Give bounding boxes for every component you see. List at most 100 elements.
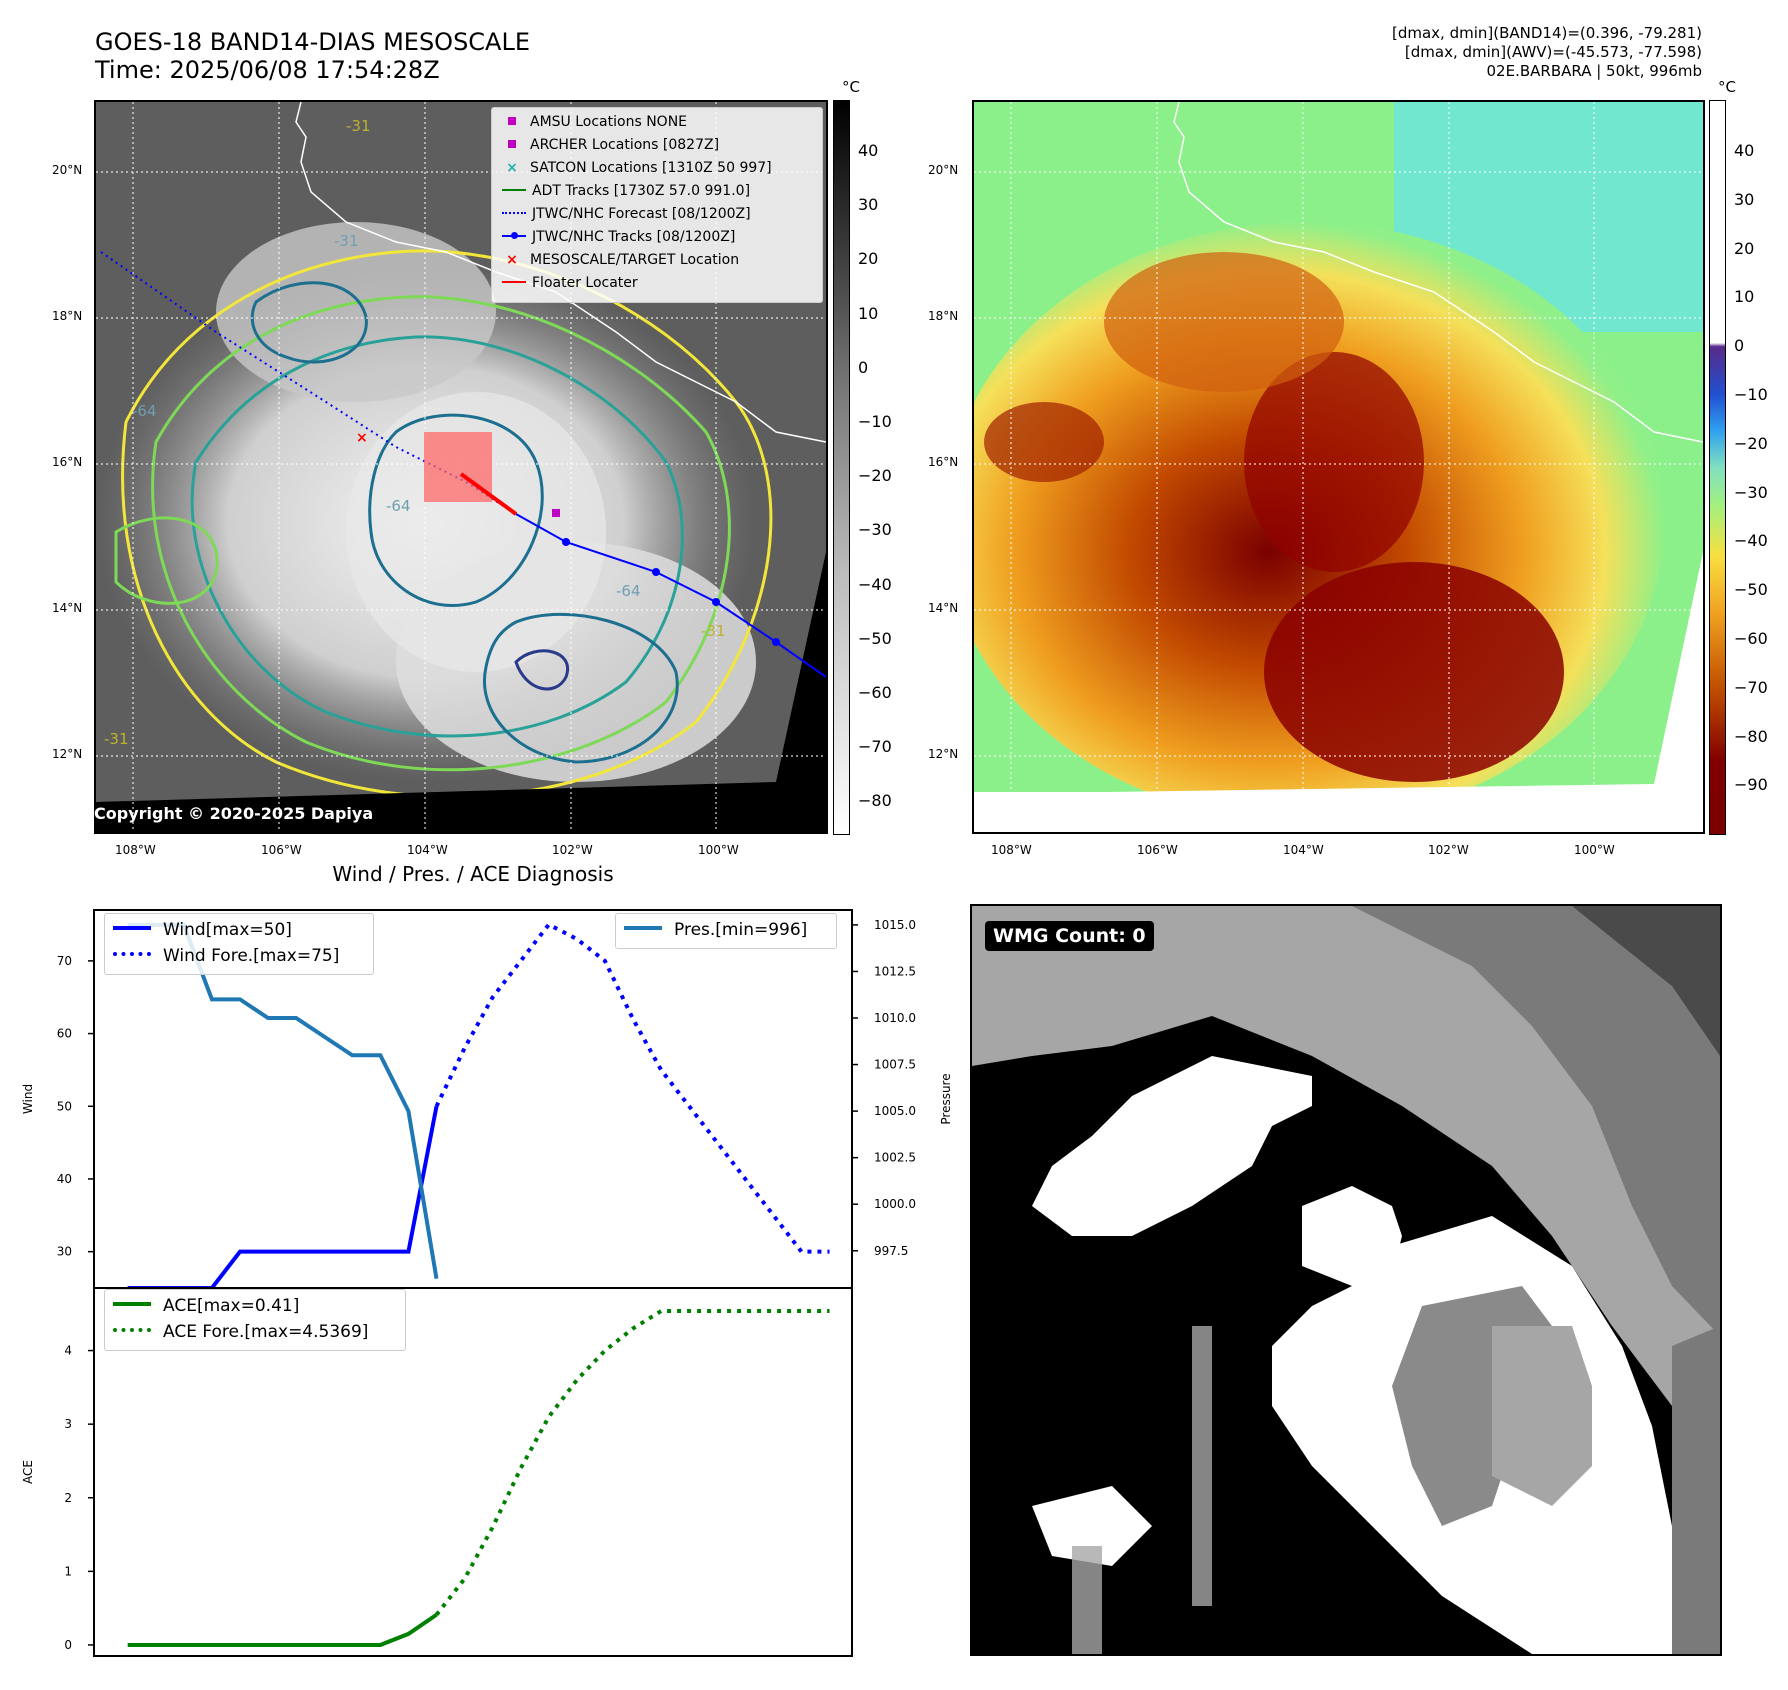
dotted-line-icon bbox=[113, 1328, 151, 1332]
lat-label: 12°N bbox=[928, 747, 959, 761]
contour-label: -31 bbox=[346, 117, 371, 135]
colorbar-tick-label: −20 bbox=[1734, 433, 1768, 453]
wmg-image bbox=[972, 906, 1720, 1654]
left-colorbar bbox=[833, 100, 850, 835]
series-line bbox=[434, 1309, 830, 1617]
lat-label: 14°N bbox=[928, 601, 959, 615]
title-line-1: GOES-18 BAND14-DIAS MESOSCALE bbox=[95, 28, 531, 56]
solid-line-icon bbox=[113, 926, 151, 930]
y2-axis-label: Pressure bbox=[939, 1073, 953, 1124]
series-line bbox=[127, 1105, 439, 1290]
lat-label: 12°N bbox=[52, 747, 83, 761]
lon-label: 104°W bbox=[407, 843, 448, 857]
left-map-panel: × -64 -31 -64 -31 -64 -31 -31 AMSU Locat… bbox=[94, 100, 828, 834]
colorbar-tick-label: 20 bbox=[1734, 238, 1755, 258]
y2-tick-label: 1002.5 bbox=[874, 1151, 916, 1165]
colorbar-tick-label: −30 bbox=[858, 520, 892, 540]
colorbar-tick-label: −60 bbox=[1734, 629, 1768, 648]
lat-label: 18°N bbox=[52, 309, 83, 323]
x-marker-icon: × bbox=[506, 252, 518, 268]
legend-item: ACE[max=0.41] bbox=[113, 1296, 299, 1316]
series-line bbox=[434, 921, 830, 1254]
y2-tick-label: 1012.5 bbox=[874, 964, 916, 978]
y2-tick-label: 1005.0 bbox=[874, 1104, 916, 1118]
colorbar-tick-label: −50 bbox=[1734, 580, 1768, 600]
storm-info: [dmax, dmin](BAND14)=(0.396, -79.281) [d… bbox=[1392, 24, 1702, 81]
lat-label: 20°N bbox=[928, 163, 959, 177]
right-colorbar bbox=[1709, 100, 1726, 835]
y-tick-label: 1 bbox=[64, 1564, 72, 1578]
colorbar-tick-label: −80 bbox=[858, 791, 892, 811]
lon-label: 100°W bbox=[1574, 843, 1615, 857]
x-marker-icon: × bbox=[506, 160, 518, 176]
lon-label: 106°W bbox=[261, 843, 302, 857]
lon-label: 100°W bbox=[698, 843, 739, 857]
info-line-2: [dmax, dmin](AWV)=(-45.573, -77.598) bbox=[1404, 43, 1702, 61]
y-tick-label: 3 bbox=[64, 1417, 72, 1431]
y-tick-label: 70 bbox=[57, 954, 72, 968]
lat-label: 16°N bbox=[52, 455, 83, 469]
info-line-3: 02E.BARBARA | 50kt, 996mb bbox=[1486, 62, 1702, 80]
lon-label: 108°W bbox=[991, 843, 1032, 857]
colorbar-tick-label: 10 bbox=[858, 303, 879, 323]
colorbar-tick-label: −50 bbox=[858, 628, 892, 648]
colorbar-unit: °C bbox=[842, 78, 860, 96]
colorbar-tick-label: 10 bbox=[1734, 287, 1755, 307]
y-tick-label: 0 bbox=[64, 1638, 72, 1652]
y2-tick-label: 1010.0 bbox=[874, 1011, 916, 1025]
right-map-image bbox=[974, 102, 1703, 832]
square-marker-icon bbox=[508, 117, 516, 125]
y-tick-label: 50 bbox=[57, 1099, 72, 1113]
colorbar-tick-label: −30 bbox=[1734, 482, 1768, 502]
legend-item: ADT Tracks [1730Z 57.0 991.0] bbox=[502, 183, 750, 199]
contour-label: -31 bbox=[701, 622, 726, 640]
legend-item: Wind Fore.[max=75] bbox=[113, 946, 339, 966]
colorbar-tick-label: 30 bbox=[858, 195, 879, 215]
colorbar-tick-label: −10 bbox=[1734, 385, 1768, 404]
y2-tick-label: 1007.5 bbox=[874, 1058, 916, 1072]
lat-label: 20°N bbox=[52, 163, 83, 177]
y-tick-label: 4 bbox=[64, 1344, 72, 1358]
legend-item: Wind[max=50] bbox=[113, 920, 292, 940]
y2-tick-label: 1000.0 bbox=[874, 1197, 916, 1211]
pressure-legend: Pres.[min=996] bbox=[615, 913, 837, 949]
plot-frame bbox=[93, 1287, 853, 1657]
lon-label: 102°W bbox=[552, 843, 593, 857]
legend-item: ACE Fore.[max=4.5369] bbox=[113, 1322, 368, 1342]
wmg-panel bbox=[970, 904, 1722, 1656]
contour-label: -31 bbox=[104, 730, 129, 748]
colorbar-tick-label: −90 bbox=[1734, 775, 1768, 795]
colorbar-tick-label: 20 bbox=[858, 249, 879, 269]
colorbar-tick-label: −10 bbox=[858, 412, 892, 431]
lat-label: 14°N bbox=[52, 601, 83, 615]
lon-label: 108°W bbox=[115, 843, 156, 857]
legend-item: Pres.[min=996] bbox=[624, 920, 807, 940]
colorbar-tick-label: 40 bbox=[858, 141, 879, 160]
colorbar-tick-label: 0 bbox=[1734, 336, 1745, 356]
lon-label: 104°W bbox=[1283, 843, 1324, 857]
y2-tick-label: 1015.0 bbox=[874, 918, 916, 932]
square-marker-icon bbox=[508, 140, 516, 148]
ace-chart: 0 1 2 3 4 ACE bbox=[21, 1287, 853, 1657]
contour-label: -64 bbox=[386, 497, 411, 515]
legend-item: ARCHER Locations [0827Z] bbox=[502, 137, 719, 153]
right-map-panel bbox=[972, 100, 1705, 834]
colorbar-tick-label: 40 bbox=[1734, 141, 1755, 160]
colorbar-tick-label: −40 bbox=[1734, 531, 1768, 551]
dotted-line-icon bbox=[502, 212, 526, 214]
colorbar-unit: °C bbox=[1718, 78, 1736, 96]
wmg-count-badge: WMG Count: 0 bbox=[985, 921, 1154, 951]
chart-title: Wind / Pres. / ACE Diagnosis bbox=[332, 862, 614, 886]
y-tick-label: 30 bbox=[57, 1245, 72, 1259]
lon-label: 106°W bbox=[1137, 843, 1178, 857]
copyright-text: Copyright © 2020-2025 Dapiya bbox=[94, 804, 374, 823]
contour-label: -31 bbox=[334, 232, 359, 250]
legend-item: Floater Locater bbox=[502, 275, 638, 291]
series-line bbox=[127, 1613, 438, 1647]
solid-line-icon bbox=[502, 281, 526, 283]
line-dot-icon bbox=[502, 232, 526, 239]
y-tick-label: 2 bbox=[64, 1491, 72, 1505]
colorbar-tick-label: −70 bbox=[1734, 677, 1768, 697]
colorbar-tick-label: 30 bbox=[1734, 189, 1755, 209]
y-tick-label: 40 bbox=[57, 1172, 72, 1186]
